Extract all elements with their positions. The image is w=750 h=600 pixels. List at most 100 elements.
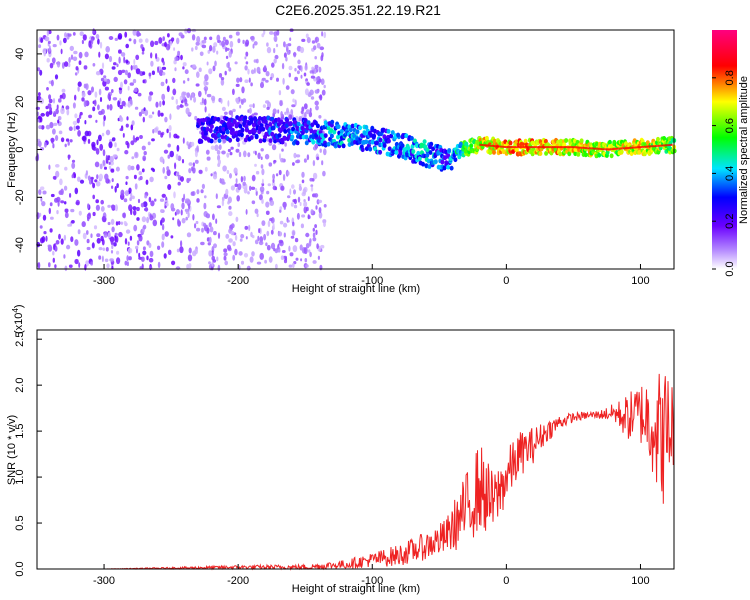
spectrogram-noise-mark (138, 171, 143, 176)
spectrogram-noise-mark (261, 178, 264, 185)
spectrogram-noise-mark (119, 128, 124, 132)
spectrogram-noise-mark (284, 257, 288, 261)
snr-y-label: SNR (10 * v/v) (6, 415, 18, 485)
spectrogram-noise-mark (170, 235, 174, 239)
spectrogram-noise-mark (303, 103, 308, 110)
spectrogram-noise-mark (74, 187, 79, 195)
snr-x-tick-label: 100 (631, 575, 649, 587)
spectrogram-noise-mark (283, 205, 286, 210)
spectrogram-noise-mark (245, 51, 249, 57)
spectrogram-noise-mark (285, 85, 290, 90)
spectrogram-noise-mark (61, 92, 66, 100)
spectrogram-ridge-mark (425, 152, 430, 158)
spectrogram-noise-mark (176, 135, 180, 139)
spectrogram-noise-mark (157, 130, 162, 135)
spectrogram-ridge-mark (442, 155, 447, 161)
spectrogram-noise-mark (158, 37, 163, 44)
spectrogram-noise-mark (111, 185, 114, 189)
spectrogram-noise-mark (245, 39, 250, 47)
spectrogram-noise-mark (167, 154, 171, 159)
spectrogram-noise-mark (235, 178, 238, 184)
spectrogram-noise-mark (91, 177, 94, 185)
spectrogram-noise-mark (314, 64, 319, 69)
spectrogram-ridge-mark (672, 148, 677, 154)
spectrogram-noise-mark (101, 255, 104, 263)
spectrogram-noise-mark (74, 72, 78, 76)
spectrogram-noise-mark (323, 31, 327, 39)
spectrogram-noise-mark (91, 141, 96, 148)
spectrogram-noise-mark (293, 51, 297, 58)
spectrogram-noise-mark (252, 43, 255, 49)
spectrogram-noise-mark (53, 122, 58, 126)
snr-y-multiplier: (x104) (11, 304, 25, 334)
spectrogram-ridge-mark (205, 126, 210, 132)
spectrogram-ridge-mark (656, 136, 660, 142)
spectrogram-noise-mark (228, 67, 232, 72)
spectrogram-noise-mark (218, 144, 222, 150)
spectrogram-noise-mark (84, 120, 87, 125)
spectrogram-noise-mark (286, 50, 291, 55)
spectrogram-x-tick-label: -100 (361, 275, 383, 287)
spectrogram-noise-mark (56, 104, 59, 110)
spectrogram-noise-mark (265, 71, 270, 77)
spectrogram-noise-mark (144, 206, 148, 212)
spectrogram-noise-mark (49, 121, 54, 129)
spectrogram-noise-mark (161, 217, 165, 223)
spectrogram-noise-mark (209, 36, 213, 41)
spectrogram-noise-mark (295, 154, 301, 158)
spectrogram-noise-mark (128, 38, 132, 42)
spectrogram-noise-mark (171, 96, 174, 100)
spectrogram-noise-mark (70, 208, 75, 213)
spectrogram-noise-mark (100, 199, 104, 205)
spectrogram-noise-mark (200, 241, 205, 246)
spectrogram-noise-mark (95, 204, 100, 211)
spectrogram-noise-mark (234, 234, 238, 241)
spectrogram-ridge-mark (292, 119, 297, 125)
snr-y-tick-label: 2.5 (14, 332, 26, 347)
spectrogram-noise-mark (161, 93, 166, 101)
spectrogram-ridge-mark (405, 152, 410, 158)
spectrogram-noise-mark (86, 246, 91, 251)
spectrogram-noise-mark (41, 201, 46, 207)
spectrogram-ridge-mark (543, 138, 548, 144)
spectrogram-noise-mark (48, 98, 53, 104)
spectrogram-noise-mark (175, 98, 178, 105)
spectrogram-noise-mark (196, 71, 200, 78)
spectrogram-noise-mark (182, 80, 186, 84)
spectrogram-noise-mark (260, 82, 264, 89)
spectrogram-noise-mark (201, 39, 207, 44)
spectrogram-noise-mark (247, 191, 250, 195)
spectrogram-noise-mark (87, 90, 92, 96)
spectrogram-noise-mark (145, 38, 149, 43)
spectrogram-noise-mark (243, 150, 247, 158)
spectrogram-noise-mark (295, 257, 299, 261)
spectrogram-ridge-core (479, 143, 673, 151)
spectrogram-noise-mark (260, 156, 263, 160)
spectrogram-noise-mark (291, 104, 296, 108)
spectrogram-ridge-mark (225, 129, 230, 135)
spectrogram-noise-mark (214, 144, 219, 152)
spectrogram-noise-mark (250, 82, 253, 87)
spectrogram-noise-mark (136, 240, 140, 246)
spectrogram-noise-mark (256, 261, 262, 265)
spectrogram-noise-mark (201, 44, 207, 49)
spectrogram-noise-mark (195, 83, 200, 87)
spectrogram-noise-mark (237, 38, 241, 44)
spectrogram-noise-mark (164, 205, 167, 209)
spectrogram-ridge-mark (265, 124, 270, 130)
spectrogram-noise-mark (215, 218, 218, 224)
spectrogram-noise-mark (248, 224, 251, 231)
spectrogram-noise-mark (265, 242, 268, 247)
spectrogram-noise-mark (107, 93, 111, 100)
spectrogram-noise-mark (58, 116, 62, 121)
spectrogram-noise-mark (247, 68, 250, 75)
spectrogram-noise-mark (98, 110, 103, 116)
spectrogram-noise-mark (265, 79, 269, 83)
spectrogram-noise-mark (187, 254, 193, 262)
spectrogram-noise-mark (95, 199, 99, 204)
spectrogram-noise-mark (206, 61, 209, 66)
spectrogram-noise-mark (220, 77, 225, 81)
spectrogram-noise-mark (143, 107, 146, 111)
spectrogram-noise-mark (273, 247, 276, 252)
